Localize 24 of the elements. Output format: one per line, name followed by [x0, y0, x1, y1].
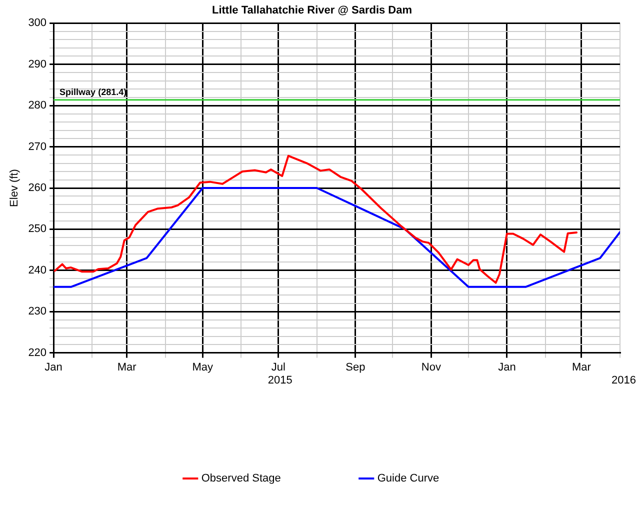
- ref-line-label: Spillway (281.4): [60, 86, 127, 97]
- x-tick-label: Jan: [44, 361, 62, 374]
- y-tick-label: 270: [28, 140, 47, 153]
- y-tick-label: 260: [28, 182, 47, 194]
- x-tick-label: Sep: [346, 361, 366, 374]
- y-axis-title: Elev (ft): [8, 169, 21, 207]
- text: 2015: [268, 374, 292, 386]
- y-tick-label: 220: [28, 346, 47, 359]
- legend-label: Guide Curve: [377, 472, 440, 485]
- x-tick-label: May: [192, 361, 214, 374]
- y-tick-label: 290: [28, 58, 47, 70]
- x-tick-label: Jul: [271, 361, 286, 374]
- y-tick-label: 230: [28, 306, 47, 318]
- x-tick-label: Nov: [421, 361, 442, 374]
- y-tick-label: 240: [28, 264, 47, 276]
- legend-label: Observed Stage: [201, 472, 281, 485]
- x-tick-label: Jan: [498, 361, 516, 374]
- y-tick-label: 250: [28, 223, 47, 236]
- chart-title: Little Tallahatchie River @ Sardis Dam: [212, 4, 412, 17]
- x-tick-label: Mar: [117, 361, 137, 374]
- text: 2016: [612, 374, 636, 386]
- y-tick-label: 300: [28, 17, 47, 30]
- x-tick-label: Mar: [572, 361, 592, 374]
- y-tick-label: 280: [28, 100, 47, 112]
